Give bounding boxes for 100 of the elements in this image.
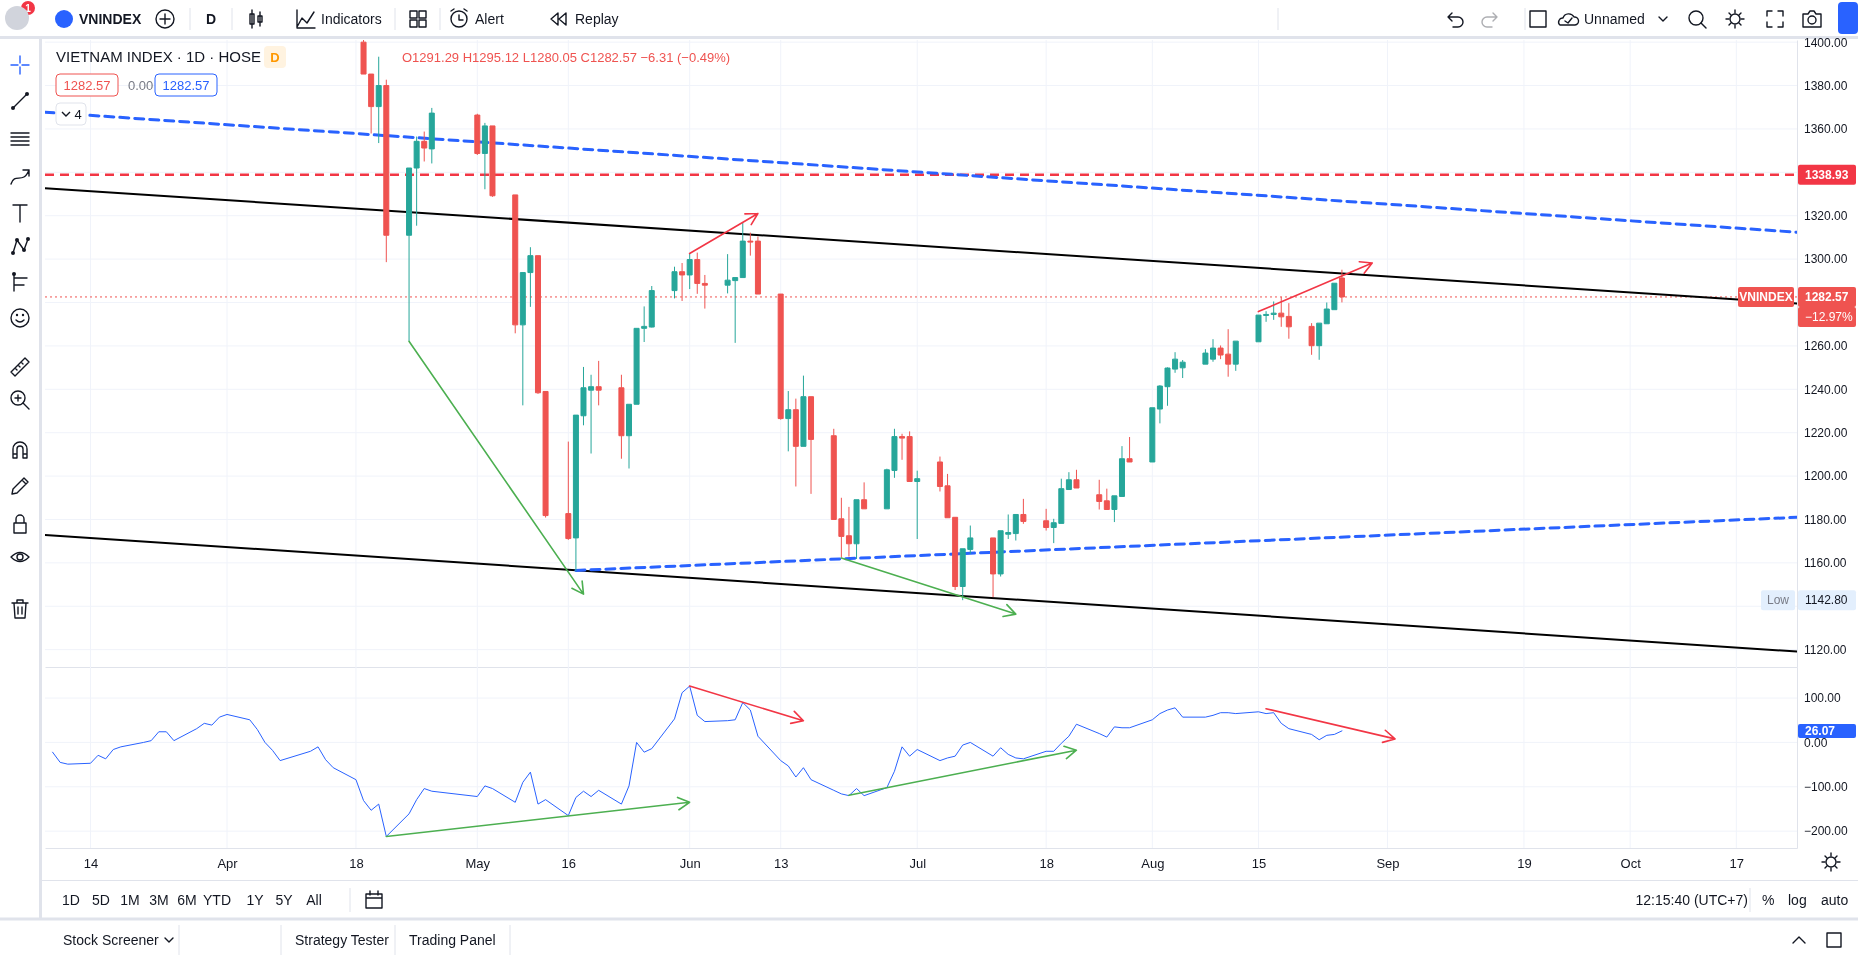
candlestick	[375, 56, 382, 144]
candlestick	[1308, 322, 1315, 356]
text: D	[205, 10, 217, 27]
text: 5Y	[275, 891, 294, 908]
x-tick-label: 14	[83, 856, 99, 872]
candlestick	[1096, 479, 1103, 510]
text: O1291.29 H1295.12 L1280.05 C1282.57 −6.31 (−0.49%)	[402, 49, 731, 65]
text: All	[306, 891, 322, 908]
x-tick-label: Jun	[679, 856, 701, 872]
y-tick-label: 1120.00	[1804, 642, 1847, 657]
text: log	[1788, 891, 1807, 908]
candlestick	[785, 390, 792, 452]
y-tick-label: 1220.00	[1804, 426, 1848, 441]
text: 1D	[62, 891, 80, 908]
candlestick	[739, 222, 746, 279]
candlestick	[618, 374, 625, 460]
y-tick-label: 1260.00	[1804, 339, 1848, 354]
text: Unnamed	[1584, 10, 1645, 27]
candlestick	[421, 131, 428, 162]
text: 1142.80	[1805, 593, 1848, 608]
annotation: 4	[74, 106, 82, 122]
candlestick	[1020, 498, 1027, 525]
candlestick	[481, 122, 488, 190]
candlestick	[1065, 471, 1072, 491]
x-tick-label: 16	[561, 856, 577, 872]
y-tick-label: −200.00	[1804, 824, 1849, 839]
ref-line-label: 1282.57	[1805, 290, 1849, 305]
candlestick	[428, 107, 435, 164]
y-tick-label: 1200.00	[1804, 469, 1848, 484]
candlestick	[1179, 359, 1186, 379]
text: Stock Screener	[63, 931, 160, 948]
annotation: Low	[1766, 593, 1790, 608]
x-tick-label: Apr	[217, 856, 239, 872]
candlestick	[489, 125, 496, 198]
x-tick-label: 18	[1039, 856, 1054, 872]
text: 1Y	[246, 891, 265, 908]
x-tick-label: Aug	[1141, 856, 1165, 872]
x-tick-label: 17	[1729, 856, 1745, 872]
candlestick	[648, 285, 655, 328]
x-tick-label: Jul	[909, 856, 927, 872]
candlestick	[1012, 513, 1019, 542]
candlestick	[1126, 436, 1133, 463]
candlestick	[861, 481, 868, 510]
x-tick-label: 19	[1517, 856, 1532, 872]
text: Replay	[575, 10, 619, 27]
candlestick	[853, 499, 860, 560]
y-tick-label: −100.00	[1804, 780, 1849, 795]
text: Trading Panel	[409, 931, 496, 948]
annotation: 0.00	[128, 77, 154, 93]
text: 1M	[120, 891, 140, 908]
text: %	[1762, 891, 1775, 908]
candlestick	[808, 396, 815, 495]
x-tick-label: 13	[773, 856, 789, 872]
annotation: D	[270, 49, 280, 65]
candlestick	[383, 79, 390, 263]
text: VNINDEX	[79, 10, 142, 27]
text: 12:15:40 (UTC+7)	[1635, 891, 1748, 908]
text: auto	[1821, 891, 1849, 908]
y-tick-label: 1400.00	[1804, 35, 1848, 50]
y-tick-label: 1300.00	[1804, 252, 1848, 267]
y-tick-label: 1320.00	[1804, 209, 1848, 224]
annotation: 1282.57	[63, 77, 111, 93]
text: Strategy Tester	[295, 931, 390, 948]
x-tick-label: 18	[349, 856, 364, 872]
text: YTD	[203, 891, 231, 908]
y-tick-label: 1240.00	[1804, 382, 1848, 397]
candlestick	[474, 113, 481, 156]
candlestick	[1073, 469, 1080, 489]
y-tick-label: 1380.00	[1804, 78, 1848, 93]
candlestick	[1149, 407, 1156, 463]
y-tick-label: 100.00	[1804, 691, 1842, 706]
ref-line-label: 1338.93	[1805, 167, 1849, 182]
candlestick	[1043, 508, 1050, 532]
y-tick-label: 1160.00	[1804, 556, 1847, 571]
annotation: 1282.57	[162, 77, 210, 93]
candlestick	[800, 375, 807, 447]
text: Indicators	[321, 10, 382, 27]
line-series	[52, 685, 1343, 837]
candlestick	[1103, 488, 1110, 510]
text: Alert	[475, 10, 504, 27]
candlestick	[565, 441, 572, 541]
candlestick	[914, 470, 921, 540]
candlestick	[1270, 300, 1277, 321]
x-tick-label: Sep	[1376, 856, 1400, 872]
y-tick-label: 1180.00	[1804, 512, 1847, 527]
text: 3M	[149, 891, 169, 908]
candlestick	[1285, 302, 1292, 340]
text: 6M	[177, 891, 197, 908]
candlestick	[990, 537, 997, 598]
y-tick-label: 1360.00	[1804, 122, 1848, 137]
candlestick	[595, 360, 602, 406]
candlestick	[1232, 340, 1239, 372]
x-tick-label: Oct	[1620, 856, 1642, 872]
candlestick	[1316, 322, 1323, 361]
x-tick-label: 15	[1251, 856, 1267, 872]
candlestick	[694, 252, 701, 295]
text: VNINDEX	[1739, 290, 1793, 305]
x-tick-label: May	[465, 856, 491, 872]
text: VIETNAM INDEX · 1D · HOSE	[56, 48, 262, 66]
text: 5D	[92, 891, 110, 908]
